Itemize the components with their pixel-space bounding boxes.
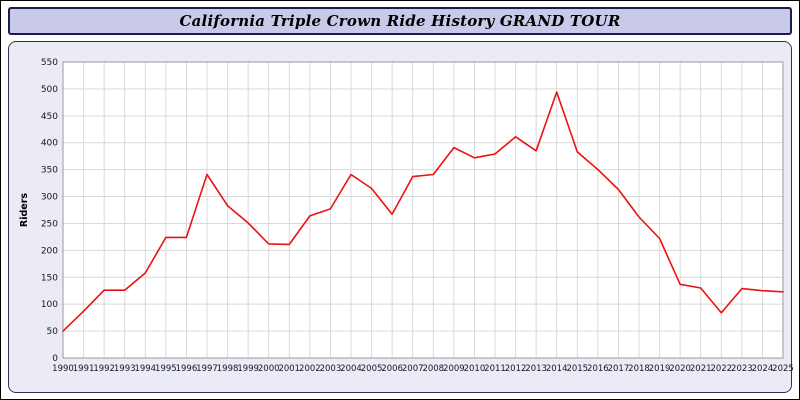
x-tick-label: 2000 [258,364,280,374]
x-tick-label: 2019 [649,364,671,374]
y-tick-label: 550 [41,58,58,68]
x-tick-label: 2006 [381,364,403,374]
y-tick-label: 300 [41,193,58,203]
x-tick-label: 2020 [669,364,691,374]
y-tick-label: 400 [41,139,58,149]
x-tick-label: 2010 [464,364,486,374]
plot-border [62,61,784,359]
x-tick-label: 1996 [176,364,198,374]
x-tick-label: 2022 [710,364,732,374]
y-tick-label: 200 [41,246,58,256]
x-tick-label: 2009 [443,364,465,374]
y-axis-label: Riders [19,193,30,228]
x-tick-label: 2008 [422,364,444,374]
y-tick-label: 350 [41,166,58,176]
x-tick-label: 2013 [525,364,547,374]
x-tick-label: 1993 [114,364,136,374]
x-tick-label: 2001 [278,364,300,374]
x-tick-label: 1995 [155,364,177,374]
x-tick-label: 1992 [93,364,115,374]
y-tick-label: 150 [41,273,58,283]
x-tick-label: 2023 [731,364,753,374]
x-tick-label: 2002 [299,364,321,374]
x-tick-label: 2016 [587,364,609,374]
x-tick-label: 2025 [772,364,794,374]
x-tick-label: 2017 [608,364,630,374]
chart-panel: 0 50 100 150 200 250 300 350 400 450 500 550 1990 199… [8,41,794,393]
x-tick-label: 2007 [402,364,424,374]
x-tick-label: 1999 [237,364,259,374]
chart-titlebar: California Triple Crown Ride History GRA… [8,7,792,35]
y-tick-label: 250 [41,219,58,229]
x-tick-label: 2011 [484,364,506,374]
y-tick-label: 50 [47,327,59,337]
x-tick-label: 1997 [196,364,218,374]
x-tick-label: 2014 [546,364,568,374]
x-tick-label: 2004 [340,364,362,374]
x-tick-label: 1990 [52,364,74,374]
x-tick-label: 2015 [566,364,588,374]
x-tick-label: 2021 [690,364,712,374]
y-tick-label: 450 [41,112,58,122]
plot-area [63,62,783,358]
x-tick-label: 2003 [320,364,342,374]
x-tick-label: 1991 [73,364,95,374]
y-tick-label: 100 [41,300,58,310]
x-tick-label: 1998 [217,364,239,374]
series-line-riders [62,91,784,332]
x-tick-label: 2024 [752,364,774,374]
x-tick-label: 1994 [134,364,156,374]
chart-title: California Triple Crown Ride History GRA… [179,12,621,30]
x-tick-label: 2005 [361,364,383,374]
ride-history-line-chart: 0501001502002503003504004505005501990199… [19,58,794,374]
y-tick-label: 0 [52,354,58,364]
y-tick-label: 500 [41,85,58,95]
x-tick-label: 2012 [505,364,527,374]
x-tick-label: 2018 [628,364,650,374]
